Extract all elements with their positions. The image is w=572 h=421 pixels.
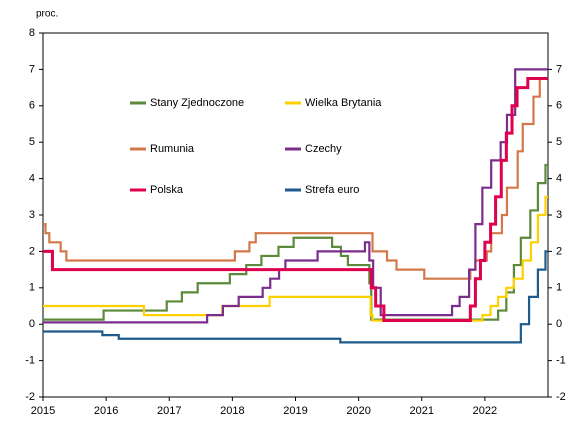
y-tick-label: 8 <box>29 27 35 39</box>
y-tick-label: 5 <box>29 136 35 148</box>
x-tick-label: 2021 <box>410 405 434 417</box>
series-line <box>43 68 548 324</box>
y-axis-label: proc. <box>36 9 58 20</box>
y-tick-label: 2 <box>29 245 35 257</box>
y-tick-label: 3 <box>29 209 35 221</box>
y2-tick-label: 5 <box>556 136 562 148</box>
series-line <box>43 77 548 280</box>
x-tick-label: 2015 <box>31 405 55 417</box>
y2-tick-label: -1 <box>556 355 566 367</box>
series-line <box>43 195 548 322</box>
x-tick-label: 2022 <box>473 405 497 417</box>
y2-tick-label: 6 <box>556 100 562 112</box>
y-tick-label: 4 <box>29 173 35 185</box>
series-line <box>43 250 548 344</box>
y-tick-label: 7 <box>29 63 35 75</box>
legend-label: Wielka Brytania <box>305 97 382 109</box>
y2-tick-label: -2 <box>556 391 566 403</box>
x-tick-label: 2018 <box>220 405 244 417</box>
x-tick-label: 2019 <box>283 405 307 417</box>
legend-label: Polska <box>150 184 184 196</box>
y2-tick-label: 2 <box>556 245 562 257</box>
y2-tick-label: 1 <box>556 282 562 294</box>
legend-label: Czechy <box>305 143 342 155</box>
series-line <box>43 77 548 323</box>
y2-tick-label: 4 <box>556 173 562 185</box>
y-tick-label: -1 <box>25 355 35 367</box>
legend-label: Rumunia <box>150 143 195 155</box>
y2-tick-label: 7 <box>556 63 562 75</box>
y2-tick-label: 0 <box>556 318 562 330</box>
x-tick-label: 2017 <box>157 405 181 417</box>
legend-label: Strefa euro <box>305 184 359 196</box>
y-tick-label: -2 <box>25 391 35 403</box>
y-tick-label: 1 <box>29 282 35 294</box>
legend-label: Stany Zjednoczone <box>150 97 244 109</box>
y2-tick-label: 3 <box>556 209 562 221</box>
y-tick-label: 0 <box>29 318 35 330</box>
y-tick-label: 6 <box>29 100 35 112</box>
x-tick-label: 2020 <box>346 405 370 417</box>
x-tick-label: 2016 <box>94 405 118 417</box>
